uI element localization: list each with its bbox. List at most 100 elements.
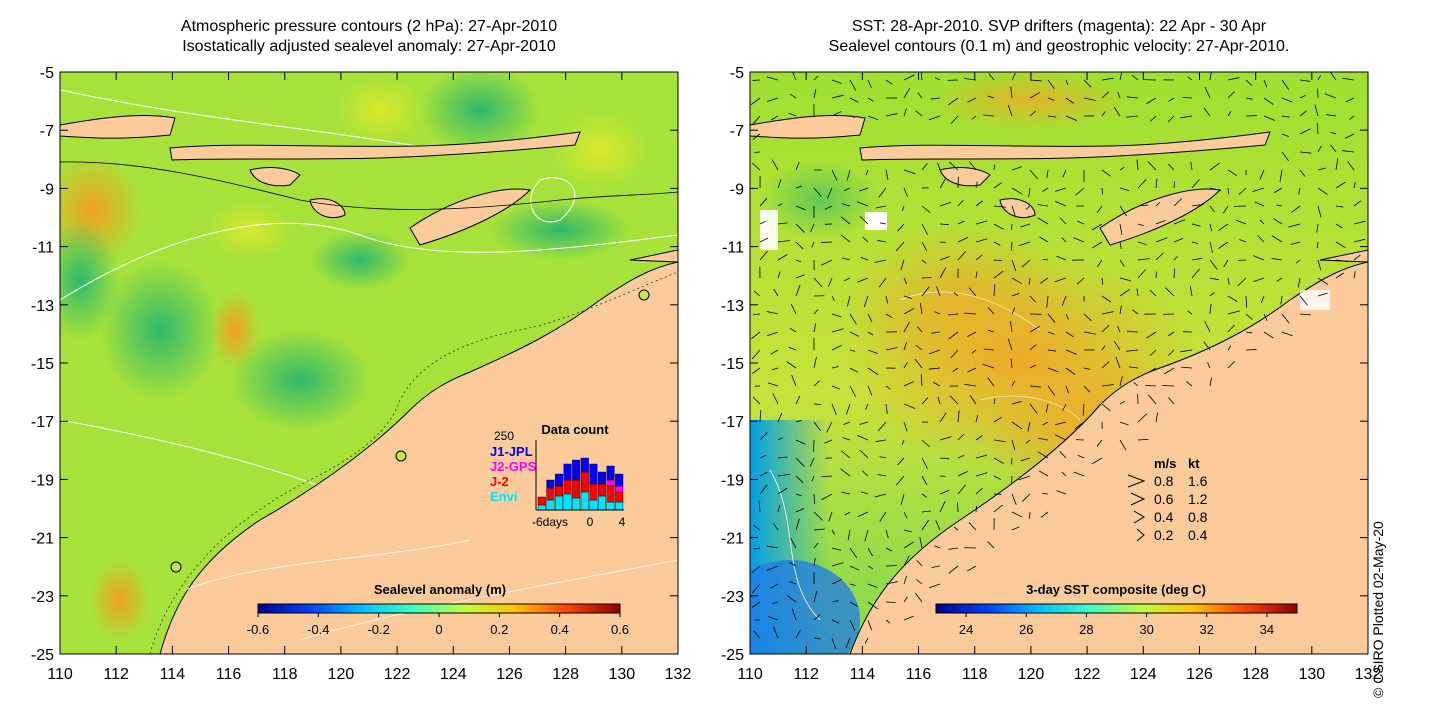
velocity-vector <box>1317 277 1329 285</box>
velocity-vector <box>1344 133 1355 139</box>
velocity-vector <box>1011 205 1016 216</box>
x-tick-label: 130 <box>1298 666 1325 683</box>
colorbar-tick-label: 0 <box>435 622 442 637</box>
velocity-vector <box>867 349 878 354</box>
velocity-vector <box>1204 86 1211 99</box>
velocity-vector <box>877 239 887 243</box>
velocity-vector <box>849 601 858 607</box>
velocity-vector <box>1083 313 1092 322</box>
inset-bar-segment <box>537 496 546 506</box>
velocity-vector <box>1101 277 1104 285</box>
velocity-vector <box>917 326 923 333</box>
velocity-vector <box>795 161 800 171</box>
velocity-vector <box>831 619 840 624</box>
velocity-vector <box>903 529 912 533</box>
velocity-vector <box>831 169 838 181</box>
velocity-vector <box>914 358 923 369</box>
left-colorbar-ticks: -0.6 -0.4 -0.2 0 0.2 0.4 0.6 <box>247 613 629 637</box>
velocity-vector <box>753 290 761 297</box>
inset-bar-segment <box>555 473 564 487</box>
velocity-vector <box>895 241 905 252</box>
velocity-vector <box>777 487 788 495</box>
velocity-vector <box>885 295 889 304</box>
velocity-vector <box>935 520 941 531</box>
inset-bar-segment <box>606 479 615 487</box>
velocity-vector <box>849 547 858 559</box>
velocity-vector <box>1011 381 1015 387</box>
velocity-vector <box>1083 97 1096 101</box>
velocity-vector <box>919 303 923 315</box>
velocity-vector <box>1227 310 1240 315</box>
velocity-legend-ms: 0.4 <box>1154 509 1174 525</box>
velocity-vector <box>1073 237 1085 243</box>
velocity-vector <box>1173 268 1175 279</box>
velocity-vector <box>1042 187 1049 192</box>
velocity-vector <box>1173 238 1184 243</box>
velocity-vector <box>1011 421 1023 430</box>
velocity-vector <box>791 374 797 387</box>
velocity-vector <box>1353 254 1361 261</box>
velocity-vector <box>880 222 887 225</box>
velocity-vector <box>987 377 995 387</box>
velocity-vector <box>879 456 887 459</box>
velocity-vector <box>1227 345 1232 351</box>
velocity-vector <box>795 457 805 467</box>
velocity-vector <box>1077 220 1085 225</box>
inset-bar-segment <box>537 504 546 511</box>
velocity-vector <box>831 313 842 318</box>
velocity-vector <box>1168 97 1175 102</box>
velocity-vector <box>1353 200 1362 207</box>
velocity-vector <box>795 241 804 250</box>
velocity-vector <box>1257 235 1265 243</box>
velocity-vector <box>1091 241 1103 249</box>
velocity-vector <box>903 108 907 117</box>
velocity-vector <box>1065 79 1069 86</box>
velocity-vector <box>1180 115 1193 119</box>
velocity-vector <box>993 284 996 297</box>
velocity-vector <box>1191 223 1201 227</box>
velocity-vector <box>865 403 869 410</box>
velocity-vector <box>843 421 851 426</box>
velocity-vector <box>1330 131 1337 135</box>
velocity-vector <box>1076 277 1085 285</box>
velocity-vector <box>1260 295 1265 304</box>
y-tick-label: -11 <box>722 240 744 257</box>
velocity-vector <box>843 187 851 192</box>
velocity-vector <box>1155 252 1164 261</box>
velocity-vector <box>844 277 851 282</box>
velocity-vector <box>1207 362 1211 369</box>
velocity-vector <box>1137 241 1147 245</box>
left-colorbar-ramp <box>257 603 621 614</box>
velocity-vector <box>867 619 872 631</box>
velocity-vector <box>957 484 966 495</box>
velocity-vector <box>1056 255 1067 261</box>
velocity-vector <box>859 216 869 225</box>
velocity-vector <box>766 311 779 315</box>
velocity-vector <box>864 529 869 542</box>
velocity-vector <box>1281 97 1293 103</box>
velocity-vector <box>1119 439 1127 451</box>
velocity-vector <box>1128 366 1139 369</box>
velocity-vector <box>1047 97 1055 101</box>
velocity-vector <box>813 380 820 387</box>
velocity-vector <box>939 267 947 279</box>
velocity-vector <box>1021 259 1031 268</box>
velocity-vector <box>1082 403 1085 416</box>
velocity-vector <box>936 286 941 297</box>
velocity-vector <box>759 454 767 459</box>
velocity-vector <box>795 395 801 405</box>
velocity-vector <box>885 313 893 319</box>
velocity-vector <box>947 97 959 106</box>
velocity-vector <box>1020 457 1031 462</box>
velocity-vector <box>1042 421 1049 426</box>
velocity-vector <box>1345 97 1355 103</box>
inset-bar-segment <box>563 493 572 511</box>
velocity-vector <box>1007 104 1013 117</box>
velocity-vector <box>1029 169 1039 180</box>
velocity-vector <box>1209 187 1222 191</box>
velocity-vector <box>948 313 959 316</box>
velocity-vector <box>1253 277 1265 283</box>
velocity-vector <box>921 520 929 531</box>
velocity-vector <box>1281 115 1290 118</box>
